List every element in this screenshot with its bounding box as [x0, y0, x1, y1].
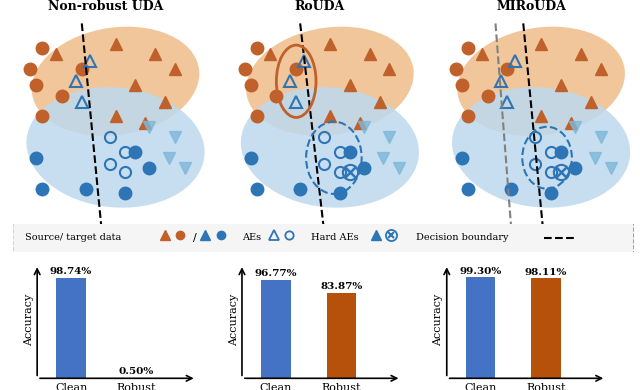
Text: 98.74%: 98.74% — [50, 267, 92, 277]
Ellipse shape — [241, 87, 419, 208]
Text: RoUDA: RoUDA — [295, 0, 345, 13]
Text: AEs: AEs — [243, 233, 262, 243]
Ellipse shape — [246, 27, 413, 136]
Y-axis label: Accuracy: Accuracy — [433, 294, 444, 346]
Text: Source/ target data: Source/ target data — [25, 233, 122, 243]
Ellipse shape — [458, 27, 625, 136]
Ellipse shape — [26, 87, 205, 208]
Bar — [261, 280, 291, 378]
Text: Hard AEs: Hard AEs — [311, 233, 358, 243]
Text: 83.87%: 83.87% — [320, 282, 362, 291]
Y-axis label: Accuracy: Accuracy — [24, 294, 34, 346]
Bar — [466, 277, 495, 378]
Text: 96.77%: 96.77% — [255, 269, 297, 278]
Y-axis label: Accuracy: Accuracy — [228, 294, 239, 346]
Text: Non-robust UDA: Non-robust UDA — [48, 0, 163, 13]
Bar — [326, 293, 356, 378]
Bar — [531, 278, 561, 378]
Ellipse shape — [452, 87, 630, 208]
Text: 98.11%: 98.11% — [525, 268, 567, 277]
Text: 99.30%: 99.30% — [460, 267, 502, 276]
Text: Decision boundary: Decision boundary — [417, 233, 509, 243]
Bar — [56, 278, 86, 378]
Text: /: / — [193, 233, 196, 243]
Ellipse shape — [32, 27, 199, 136]
FancyBboxPatch shape — [13, 212, 634, 264]
Text: MIRoUDA: MIRoUDA — [496, 0, 566, 13]
Text: 0.50%: 0.50% — [119, 367, 154, 376]
